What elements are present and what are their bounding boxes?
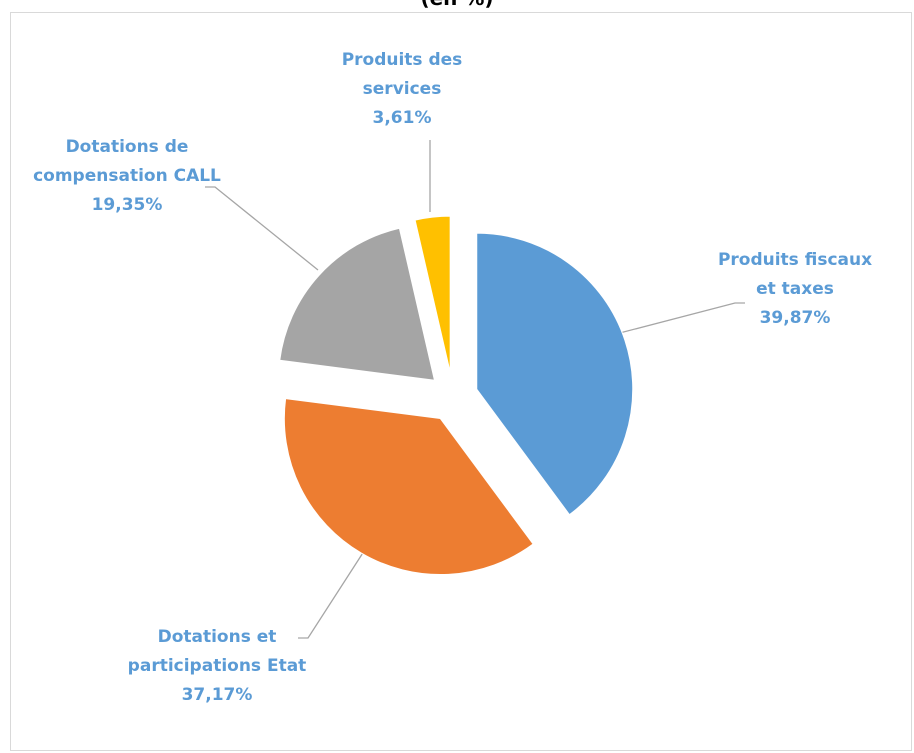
data-label: Produits des services 3,61% xyxy=(312,46,492,133)
category-name: Produits des services xyxy=(341,50,463,99)
chart-frame xyxy=(10,12,912,751)
leader-line xyxy=(298,544,369,639)
category-name: Produits fiscaux et taxes xyxy=(717,250,873,299)
data-label: Produits fiscaux et taxes 39,87% xyxy=(710,246,880,333)
leader-line xyxy=(611,302,745,336)
category-name: Dotations et participations Etat xyxy=(127,627,307,676)
leader-line xyxy=(205,186,319,271)
chart-title: (en %) xyxy=(0,0,914,10)
value-label: 19,35% xyxy=(91,195,163,215)
leader-lines xyxy=(205,140,745,639)
value-label: 37,17% xyxy=(181,685,253,705)
data-label: Dotations et participations Etat 37,17% xyxy=(122,623,312,710)
category-name: Dotations de compensation CALL xyxy=(33,137,221,186)
pie-slice xyxy=(476,232,634,516)
value-label: 3,61% xyxy=(372,108,432,128)
data-label: Dotations de compensation CALL 19,35% xyxy=(32,133,222,220)
value-label: 39,87% xyxy=(759,308,831,328)
pie-slice xyxy=(279,227,436,381)
pie-slice xyxy=(283,398,534,576)
pie-slice xyxy=(414,215,451,373)
